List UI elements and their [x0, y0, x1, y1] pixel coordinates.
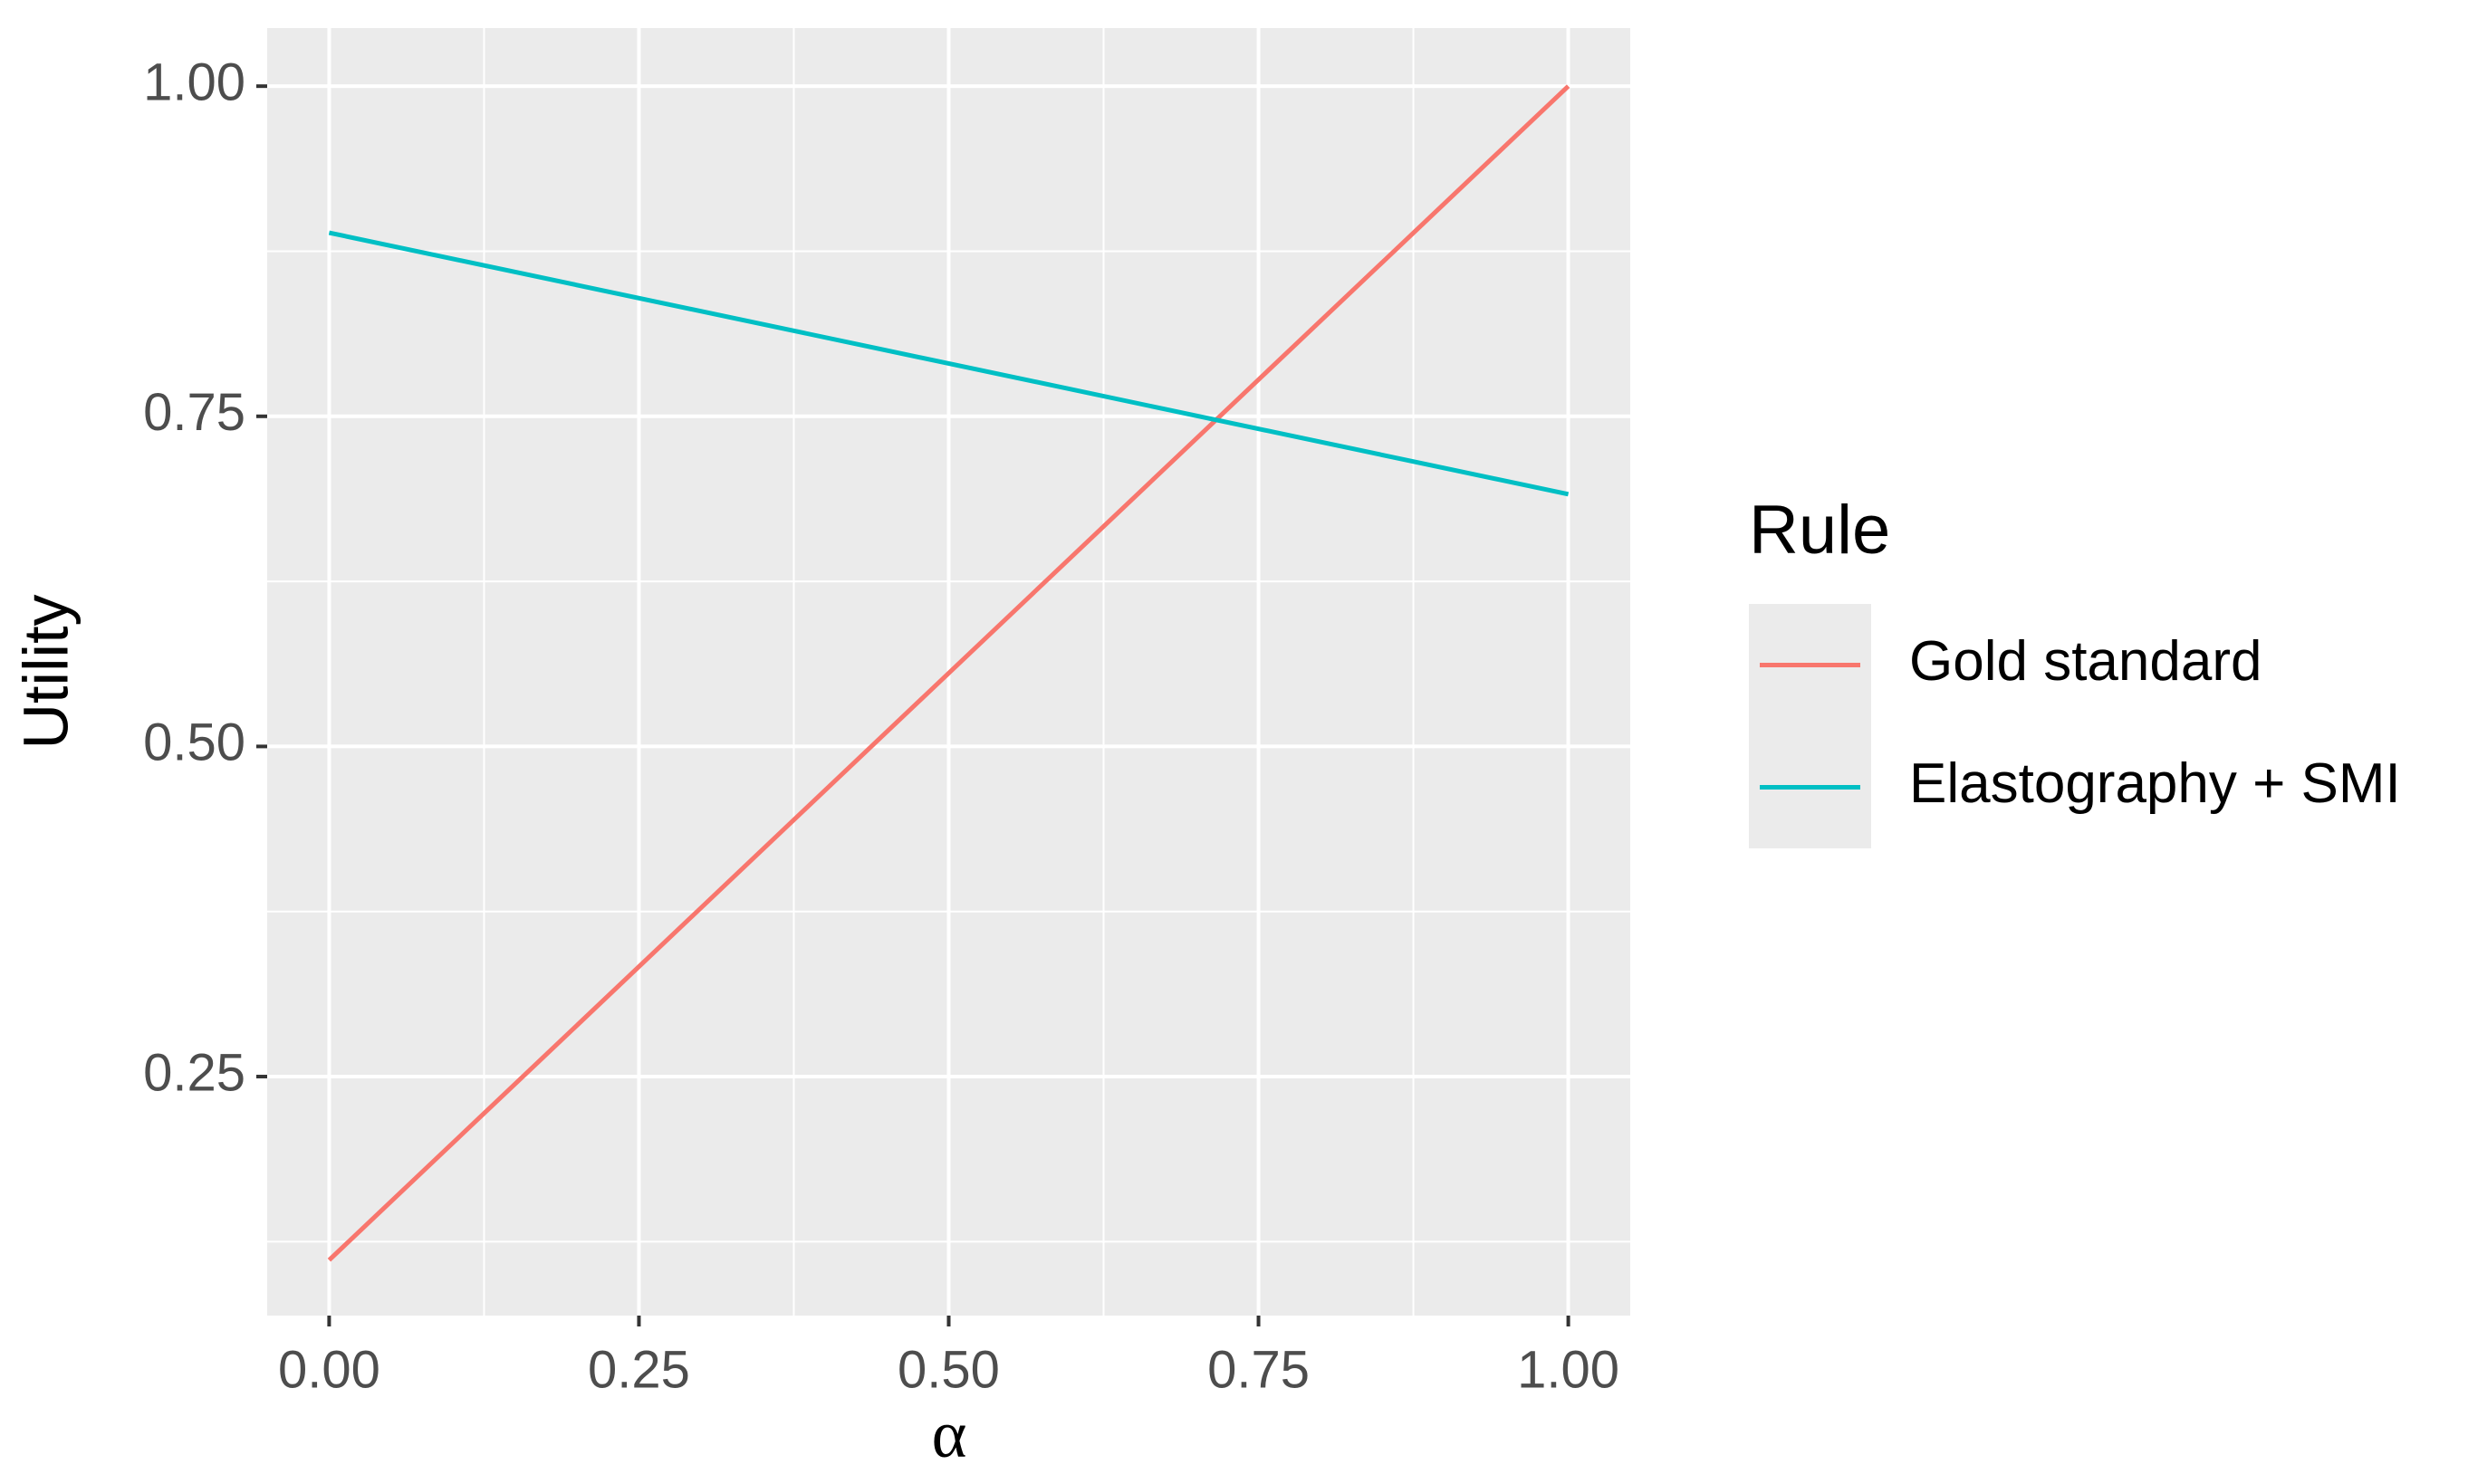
- legend-title: Rule: [1749, 492, 1890, 569]
- y-tick-label: 0.50: [143, 713, 245, 772]
- y-tick-label: 0.75: [143, 383, 245, 442]
- x-tick-label: 0.75: [1207, 1340, 1310, 1399]
- x-tick-label: 0.00: [278, 1340, 380, 1399]
- x-axis-title: α: [932, 1398, 967, 1472]
- series-line: [327, 84, 1570, 1262]
- x-tick-label: 1.00: [1517, 1340, 1619, 1399]
- y-axis-title: Utility: [10, 594, 81, 749]
- legend-label: Elastography + SMI: [1909, 752, 2401, 815]
- y-tick-label: 1.00: [143, 53, 245, 112]
- y-tick-label: 0.25: [143, 1043, 245, 1102]
- series-line: [328, 230, 1570, 497]
- x-tick-label: 0.25: [588, 1340, 690, 1399]
- x-tick-label: 0.50: [898, 1340, 1000, 1399]
- legend-key-background: [1749, 604, 1871, 848]
- legend-label: Gold standard: [1909, 630, 2262, 693]
